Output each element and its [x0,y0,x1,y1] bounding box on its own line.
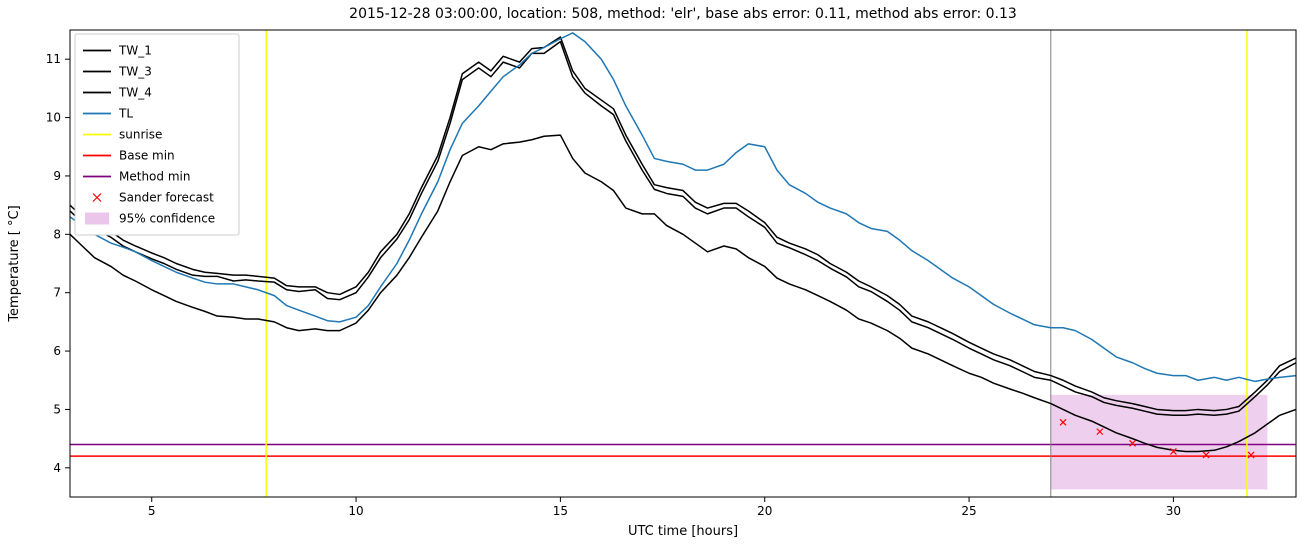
legend-label: Base min [119,149,175,163]
y-tick-label: 4 [53,461,61,475]
y-axis-label: Temperature [ °C] [7,205,22,322]
x-tick-label: 20 [757,504,772,518]
legend: TW_1 TW_3 TW_4 TL sunrise Base min Method min S… [75,34,239,235]
legend-label: sunrise [119,128,162,142]
legend-label: TL [118,107,133,121]
y-tick-label: 7 [53,286,61,300]
legend-swatch [85,213,109,225]
x-tick-label: 30 [1166,504,1181,518]
x-tick-label: 10 [348,504,363,518]
legend-label: Method min [119,170,190,184]
y-tick-label: 6 [53,344,61,358]
x-axis-label: UTC time [hours] [628,524,738,539]
x-tick-label: 25 [961,504,976,518]
y-tick-label: 5 [53,402,61,416]
y-tick-label: 9 [53,169,61,183]
y-tick-label: 10 [46,111,61,125]
chart-title: 2015-12-28 03:00:00, location: 508, meth… [349,6,1017,22]
legend-label: Sander forecast [119,191,214,205]
legend-label: TW_3 [118,65,152,79]
legend-label: TW_1 [118,44,152,58]
y-tick-label: 8 [53,227,61,241]
chart-svg: 5 10 15 20 25 30 4 5 6 7 8 9 10 11 UTC time [hours] Tem… [0,0,1311,547]
x-tick-label: 15 [553,504,568,518]
chart-container: 5 10 15 20 25 30 4 5 6 7 8 9 10 11 UTC time [hours] Tem… [0,0,1311,547]
legend-label: TW_4 [118,86,152,100]
x-tick-label: 5 [148,504,156,518]
legend-label: 95% confidence [119,212,215,226]
y-tick-label: 11 [46,52,61,66]
